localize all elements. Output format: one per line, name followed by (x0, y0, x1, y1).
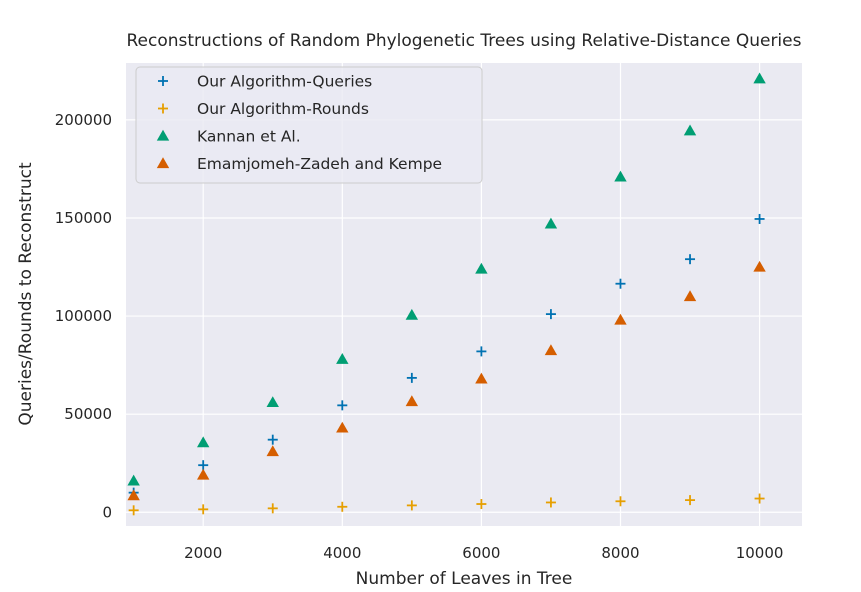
legend: Our Algorithm-Queries Our Algorithm-Round… (135, 66, 483, 184)
chart-title: Reconstructions of Random Phylogenetic T… (127, 31, 802, 51)
x-tick-label: 8000 (601, 544, 639, 562)
data-point (614, 170, 627, 182)
data-point (753, 260, 766, 272)
y-tick-label: 150000 (55, 209, 112, 227)
data-point (683, 124, 697, 136)
legend-label: Kannan et Al. (197, 128, 301, 146)
y-axis-label: Queries/Rounds to Reconstruct (16, 162, 36, 426)
y-tick-label: 50000 (64, 405, 112, 423)
data-point (127, 489, 140, 501)
data-point (405, 395, 419, 407)
legend-box (135, 66, 483, 184)
data-point (615, 496, 626, 507)
x-axis-label: Number of Leaves in Tree (356, 569, 573, 589)
data-point (683, 290, 697, 302)
data-point (475, 372, 488, 384)
legend-item: Our Algorithm-Queries (158, 73, 372, 91)
data-point (196, 468, 210, 480)
data-point (545, 309, 556, 320)
data-point (337, 400, 348, 411)
data-point (336, 421, 349, 433)
legend-label: Our Algorithm-Queries (197, 73, 372, 91)
data-point (406, 372, 417, 383)
legend-label: Emamjomeh-Zadeh and Kempe (197, 155, 442, 173)
data-point (614, 313, 627, 325)
legend-item: Emamjomeh-Zadeh and Kempe (156, 155, 442, 173)
y-tick-labels: 0 50000 100000 150000 200000 (55, 111, 112, 521)
x-tick-label: 10000 (736, 544, 784, 562)
data-point (196, 436, 210, 448)
data-point (337, 501, 348, 512)
data-point (753, 72, 766, 84)
legend-marker (156, 129, 170, 141)
legend-marker (158, 76, 168, 86)
series-1 (128, 493, 765, 516)
x-tick-label: 4000 (323, 544, 361, 562)
data-point (127, 474, 140, 486)
data-point (685, 495, 696, 506)
x-tick-labels: 2000 4000 6000 8000 10000 (184, 544, 783, 562)
y-tick-label: 0 (102, 503, 112, 521)
data-point (128, 505, 139, 516)
data-points (127, 72, 766, 516)
legend-item: Kannan et Al. (156, 128, 301, 146)
data-point (267, 503, 278, 514)
data-point (405, 308, 419, 320)
data-point (476, 499, 487, 510)
series-3 (127, 260, 766, 501)
data-point (545, 497, 556, 508)
data-point (266, 445, 279, 457)
x-tick-label: 6000 (462, 544, 500, 562)
data-point (198, 460, 209, 471)
y-tick-label: 200000 (55, 111, 112, 129)
data-point (685, 254, 696, 265)
data-point (266, 396, 279, 408)
data-point (615, 278, 626, 289)
data-point (336, 353, 349, 364)
y-tick-label: 100000 (55, 307, 112, 325)
data-point (198, 504, 209, 515)
data-point (544, 217, 558, 229)
x-tick-label: 2000 (184, 544, 222, 562)
data-point (754, 493, 765, 504)
data-point (476, 346, 487, 357)
legend-marker (158, 103, 168, 114)
data-point (267, 434, 278, 445)
legend-label: Our Algorithm-Rounds (197, 100, 369, 118)
data-point (754, 213, 765, 224)
data-point (406, 500, 417, 511)
legend-item: Our Algorithm-Rounds (158, 100, 369, 118)
series-2 (127, 72, 766, 486)
data-point (475, 262, 488, 274)
data-point (544, 344, 558, 356)
legend-marker (156, 157, 170, 169)
